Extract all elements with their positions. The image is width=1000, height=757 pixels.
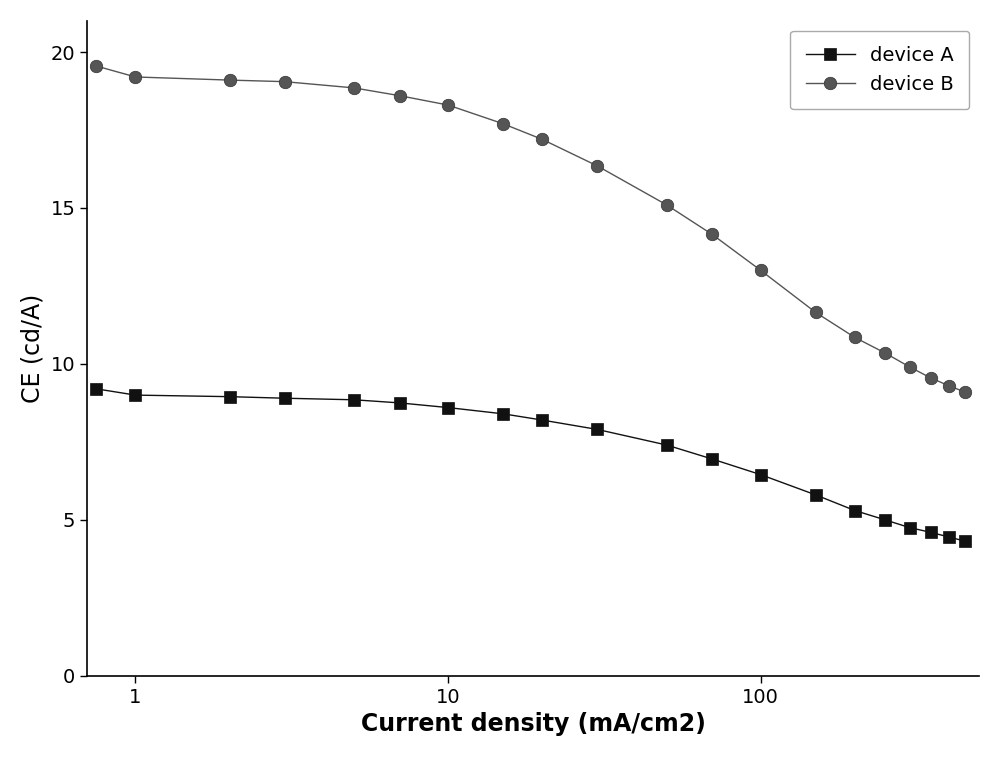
Legend: device A, device B: device A, device B bbox=[790, 30, 969, 110]
device A bbox=[90, 385, 102, 394]
device A bbox=[706, 454, 718, 463]
device A bbox=[591, 425, 603, 434]
device A bbox=[348, 395, 360, 404]
device B bbox=[591, 161, 603, 170]
device B bbox=[394, 91, 406, 100]
device A bbox=[849, 506, 861, 515]
device B bbox=[943, 382, 955, 391]
device B bbox=[755, 266, 767, 275]
device B bbox=[706, 230, 718, 239]
device B bbox=[925, 373, 937, 382]
device B bbox=[879, 348, 891, 357]
device A bbox=[661, 441, 673, 450]
device A bbox=[394, 398, 406, 407]
Line: device B: device B bbox=[90, 60, 971, 398]
device A bbox=[879, 516, 891, 525]
device B bbox=[959, 388, 971, 397]
Y-axis label: CE (cd/A): CE (cd/A) bbox=[21, 294, 45, 403]
device A bbox=[904, 523, 916, 532]
device B bbox=[536, 135, 548, 144]
device B bbox=[497, 119, 509, 128]
device A bbox=[755, 470, 767, 479]
device A bbox=[536, 416, 548, 425]
device A bbox=[279, 394, 291, 403]
device A bbox=[943, 532, 955, 541]
device A bbox=[925, 528, 937, 537]
device A bbox=[224, 392, 236, 401]
device B bbox=[442, 101, 454, 110]
device B bbox=[348, 83, 360, 92]
device B bbox=[849, 333, 861, 342]
device B bbox=[279, 77, 291, 86]
Line: device A: device A bbox=[91, 383, 970, 547]
X-axis label: Current density (mA/cm2): Current density (mA/cm2) bbox=[361, 712, 706, 736]
device A bbox=[810, 491, 822, 500]
device B bbox=[810, 308, 822, 317]
device B bbox=[224, 76, 236, 85]
device B bbox=[661, 201, 673, 210]
device A bbox=[442, 403, 454, 412]
device A bbox=[129, 391, 141, 400]
device A bbox=[959, 537, 971, 546]
device B bbox=[90, 61, 102, 70]
device B bbox=[904, 363, 916, 372]
device B bbox=[129, 73, 141, 82]
device A bbox=[497, 410, 509, 419]
